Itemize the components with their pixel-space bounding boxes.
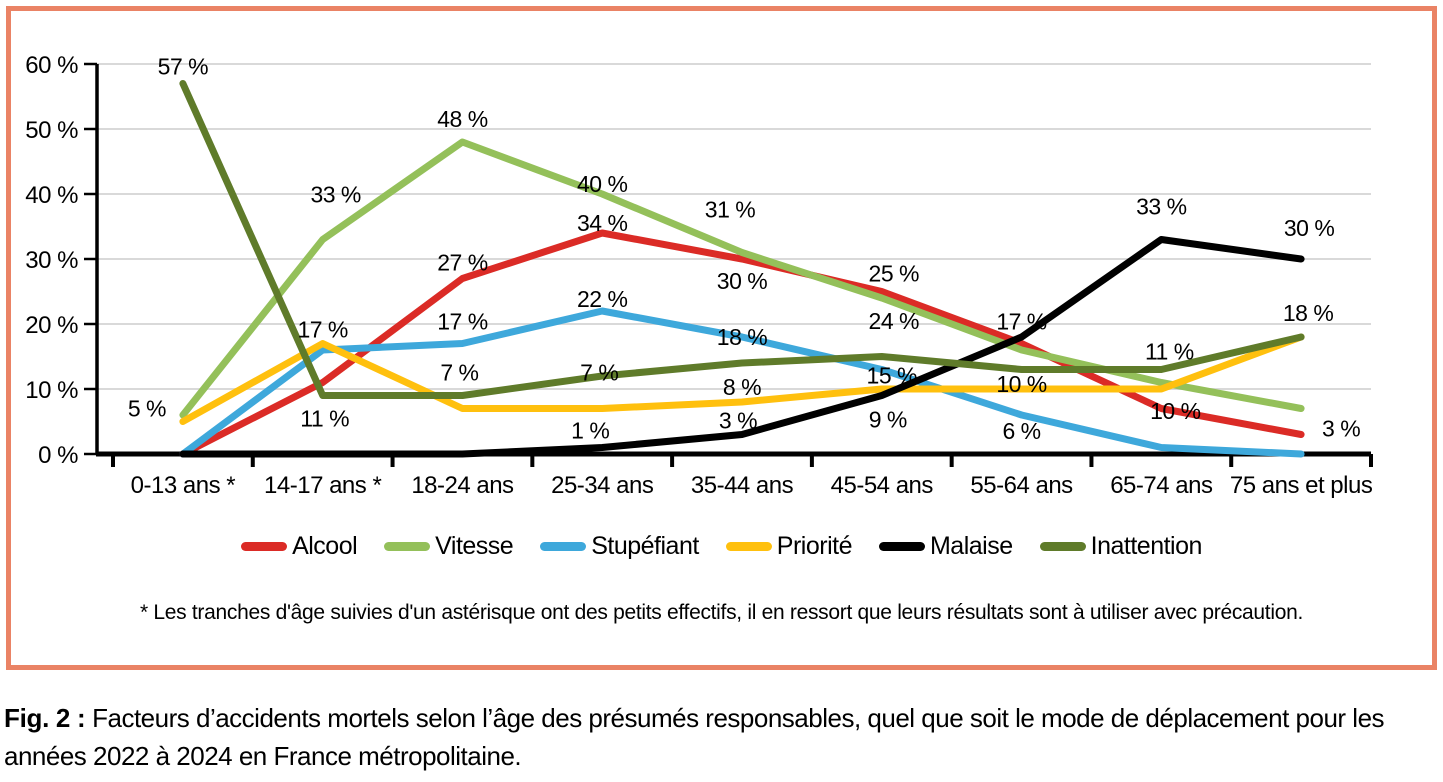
- y-tick-label: 60 %: [25, 52, 78, 79]
- legend-swatch-inattention: [1039, 542, 1086, 551]
- series-line-inattention: [179, 80, 1305, 399]
- y-tick-label: 10 %: [25, 377, 78, 404]
- figure-caption-label: Fig. 2 :: [4, 703, 86, 733]
- legend-label-malaise: Malaise: [929, 532, 1013, 560]
- y-tick-label: 20 %: [25, 312, 78, 339]
- data-label-priorité: 5 %: [128, 396, 166, 422]
- data-label-vitesse: 48 %: [437, 106, 487, 132]
- legend-label-priorité: Priorité: [776, 532, 853, 560]
- legend-item-alcool: Alcool: [241, 532, 358, 561]
- x-tick-label: 14-17 ans *: [264, 472, 381, 499]
- chart-footnote: * Les tranches d'âge suivies d'un astéri…: [139, 601, 1304, 624]
- x-tick-label: 0-13 ans *: [131, 472, 236, 499]
- x-tick-label: 25-34 ans: [551, 472, 654, 499]
- data-label-priorité: 7 %: [580, 360, 618, 386]
- data-label-vitesse: 31 %: [705, 197, 755, 223]
- legend-item-vitesse: Vitesse: [384, 532, 514, 561]
- data-label-alcool: 25 %: [869, 261, 919, 287]
- legend-label-inattention: Inattention: [1090, 532, 1203, 560]
- series-line-malaise: [179, 236, 1305, 458]
- data-label-priorité: 17 %: [297, 317, 347, 343]
- data-label-stupéfiant: 18 %: [717, 324, 767, 350]
- y-tick-label: 30 %: [25, 247, 78, 274]
- figure-2-chart-box: 0 % 10 % 20 % 30 % 40 % 50 % 60 % 0-13 ans * 14-…: [6, 6, 1437, 670]
- series-line-priorité: [179, 333, 1305, 425]
- data-label-stupéfiant: 22 %: [577, 286, 627, 312]
- x-tick-label: 35-44 ans: [691, 472, 794, 499]
- x-tick-label: 75 ans et plus: [1230, 472, 1373, 499]
- chart-legend: Alcool Vitesse Stupéfiant Priorité Malaise In…: [11, 532, 1432, 561]
- x-tick-label: 18-24 ans: [411, 472, 514, 499]
- data-label-malaise: 1 %: [571, 418, 609, 444]
- data-label-alcool: 11 %: [300, 406, 349, 432]
- data-label-malaise: 3 %: [719, 408, 757, 434]
- data-label-malaise: 9 %: [869, 407, 907, 433]
- legend-item-priorité: Priorité: [725, 532, 853, 561]
- data-label-inattention: 18 %: [1283, 300, 1333, 326]
- data-label-alcool: 17 %: [996, 309, 1046, 335]
- data-label-stupéfiant: 6 %: [1002, 418, 1040, 444]
- figure-caption: Fig. 2 : Facteurs d’accidents mortels se…: [4, 700, 1440, 775]
- data-label-inattention: 15 %: [867, 363, 917, 389]
- data-label-priorité: 7 %: [440, 360, 478, 386]
- data-label-stupéfiant: 17 %: [437, 309, 487, 335]
- legend-item-malaise: Malaise: [878, 532, 1013, 561]
- data-label-priorité: 8 %: [723, 374, 761, 400]
- legend-label-vitesse: Vitesse: [435, 532, 514, 560]
- x-tick-label: 45-54 ans: [831, 472, 934, 499]
- data-label-vitesse: 11 %: [1145, 339, 1194, 365]
- legend-label-alcool: Alcool: [292, 532, 358, 560]
- data-label-vitesse: 40 %: [577, 171, 627, 197]
- data-label-priorité: 10 %: [996, 371, 1046, 397]
- legend-swatch-alcool: [241, 542, 288, 551]
- y-tick-label: 50 %: [25, 117, 78, 144]
- data-label-malaise: 30 %: [1284, 215, 1334, 241]
- x-tick-label: 65-74 ans: [1110, 472, 1213, 499]
- series-line-stupéfiant: [179, 307, 1305, 458]
- legend-item-stupéfiant: Stupéfiant: [540, 532, 699, 561]
- x-tick-label: 55-64 ans: [970, 472, 1073, 499]
- legend-swatch-malaise: [878, 542, 925, 551]
- data-label-alcool: 27 %: [437, 250, 487, 276]
- legend-swatch-stupéfiant: [540, 542, 587, 551]
- y-tick-label: 40 %: [25, 182, 78, 209]
- figure-caption-text: Facteurs d’accidents mortels selon l’âge…: [4, 703, 1385, 771]
- data-label-alcool: 30 %: [717, 268, 767, 294]
- line-chart: 0 % 10 % 20 % 30 % 40 % 50 % 60 % 0-13 ans * 14-…: [25, 52, 1373, 499]
- data-label-alcool: 34 %: [577, 210, 627, 236]
- legend-swatch-priorité: [725, 542, 772, 551]
- legend-label-stupéfiant: Stupéfiant: [591, 532, 699, 560]
- data-label-inattention: 57 %: [158, 54, 208, 80]
- y-tick-label: 0 %: [38, 442, 78, 469]
- legend-swatch-vitesse: [384, 542, 431, 551]
- legend-item-inattention: Inattention: [1039, 532, 1203, 561]
- data-label-priorité: 10 %: [1150, 398, 1200, 424]
- data-label-vitesse: 24 %: [869, 308, 919, 334]
- data-label-alcool: 3 %: [1322, 416, 1360, 442]
- data-label-vitesse: 33 %: [310, 182, 360, 208]
- data-label-malaise: 33 %: [1136, 194, 1186, 220]
